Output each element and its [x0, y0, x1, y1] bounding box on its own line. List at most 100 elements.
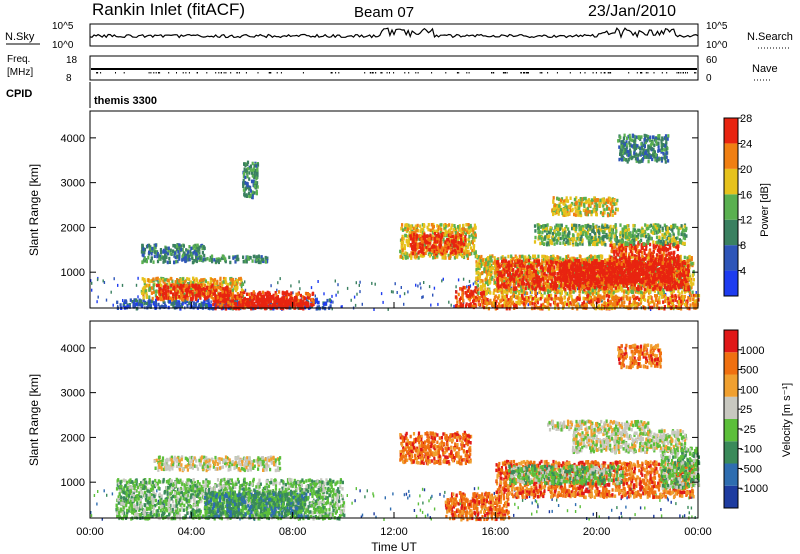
range-gate-cell [488, 280, 491, 284]
scatter-speckle [353, 295, 356, 299]
range-gate-cell [211, 290, 214, 294]
range-gate-cell [265, 292, 268, 297]
range-gate-cell [173, 296, 176, 301]
range-gate-cell [163, 278, 166, 282]
range-gate-cell [426, 225, 429, 230]
range-gate-cell [521, 291, 524, 295]
range-gate-cell [622, 284, 625, 288]
range-gate-cell [468, 226, 471, 230]
range-gate-cell [182, 244, 185, 248]
range-gate-cell [236, 279, 240, 283]
range-gate-cell [329, 304, 332, 308]
range-gate-cell [170, 283, 173, 288]
scatter-speckle [577, 287, 579, 291]
range-gate-cell [579, 289, 582, 294]
range-gate-cell [506, 266, 509, 270]
range-gate-cell [458, 297, 461, 302]
range-gate-cell [524, 286, 527, 291]
range-gate-cell [195, 290, 198, 294]
range-gate-cell [450, 226, 453, 230]
scatter-speckle [334, 279, 336, 283]
range-gate-cell [598, 258, 601, 262]
range-gate-cell [404, 255, 407, 259]
range-gate-cell [473, 223, 476, 228]
range-gate-cell [586, 291, 589, 295]
cpid-label: CPID [6, 88, 32, 100]
range-gate-cell [473, 298, 476, 302]
range-gate-cell [444, 240, 447, 245]
range-gate-cell [204, 257, 207, 262]
range-gate-cell [436, 246, 439, 250]
range-gate-cell [249, 302, 252, 306]
range-gate-cell [286, 305, 289, 309]
range-gate-cell [484, 280, 487, 285]
range-gate-cell [193, 249, 197, 253]
range-gate-cell [518, 254, 521, 259]
range-gate-cell [306, 295, 309, 300]
range-gate-cell [178, 246, 181, 250]
range-gate-cell [408, 237, 411, 242]
range-gate-cell [654, 269, 657, 274]
range-gate-cell [501, 274, 504, 278]
scatter-speckle [337, 283, 339, 287]
range-gate-cell [141, 287, 144, 291]
range-gate-cell [435, 245, 438, 249]
range-gate-cell [210, 254, 214, 258]
range-gate-cell [639, 290, 643, 295]
range-gate-cell [174, 305, 177, 310]
range-gate-cell [185, 286, 188, 291]
range-gate-cell [644, 278, 647, 283]
scatter-speckle [432, 293, 434, 297]
range-gate-cell [500, 288, 503, 292]
range-gate-cell [145, 292, 148, 296]
range-gate-cell [421, 244, 424, 248]
range-gate-cell [442, 237, 445, 242]
range-gate-cell [477, 299, 480, 303]
range-gate-cell [660, 292, 664, 296]
range-gate-cell [174, 280, 177, 284]
range-gate-cell [255, 259, 258, 264]
range-gate-cell [170, 277, 173, 281]
range-gate-cell [237, 303, 240, 308]
range-gate-cell [477, 302, 480, 307]
scatter-speckle [527, 303, 529, 307]
range-gate-cell [158, 290, 161, 294]
range-gate-cell [615, 283, 618, 288]
range-gate-cell [182, 298, 185, 302]
range-gate-cell [460, 248, 463, 252]
range-gate-cell [150, 291, 153, 295]
range-gate-cell [178, 278, 181, 283]
range-gate-cell [222, 280, 225, 284]
range-gate-cell [181, 253, 185, 258]
range-gate-cell [427, 244, 430, 248]
range-gate-cell [155, 252, 158, 256]
range-gate-cell [477, 291, 480, 295]
range-gate-cell [470, 233, 473, 237]
range-gate-cell [401, 251, 404, 255]
range-gate-cell [264, 300, 267, 304]
range-gate-cell [222, 303, 225, 307]
range-gate-cell [642, 291, 646, 296]
range-gate-cell [202, 245, 205, 249]
range-gate-cell [225, 287, 228, 291]
range-gate-cell [466, 230, 469, 234]
range-gate-cell [160, 276, 163, 281]
range-gate-cell [567, 286, 570, 290]
range-gate-cell [183, 298, 186, 303]
range-gate-cell [444, 229, 447, 233]
range-gate-cell [215, 281, 218, 285]
range-gate-cell [182, 299, 185, 304]
range-gate-cell [149, 259, 152, 263]
range-gate-cell [452, 244, 455, 248]
range-gate-cell [288, 302, 291, 306]
range-gate-cell [455, 290, 458, 294]
range-gate-cell [524, 257, 527, 261]
range-gate-cell [165, 246, 168, 251]
range-gate-cell [691, 261, 694, 266]
scatter-speckle [113, 277, 115, 281]
scatter-speckle [341, 305, 343, 309]
range-gate-cell [433, 244, 436, 249]
range-gate-cell [459, 252, 463, 257]
scatter-speckle [122, 299, 124, 302]
scatter-speckle [96, 300, 98, 304]
